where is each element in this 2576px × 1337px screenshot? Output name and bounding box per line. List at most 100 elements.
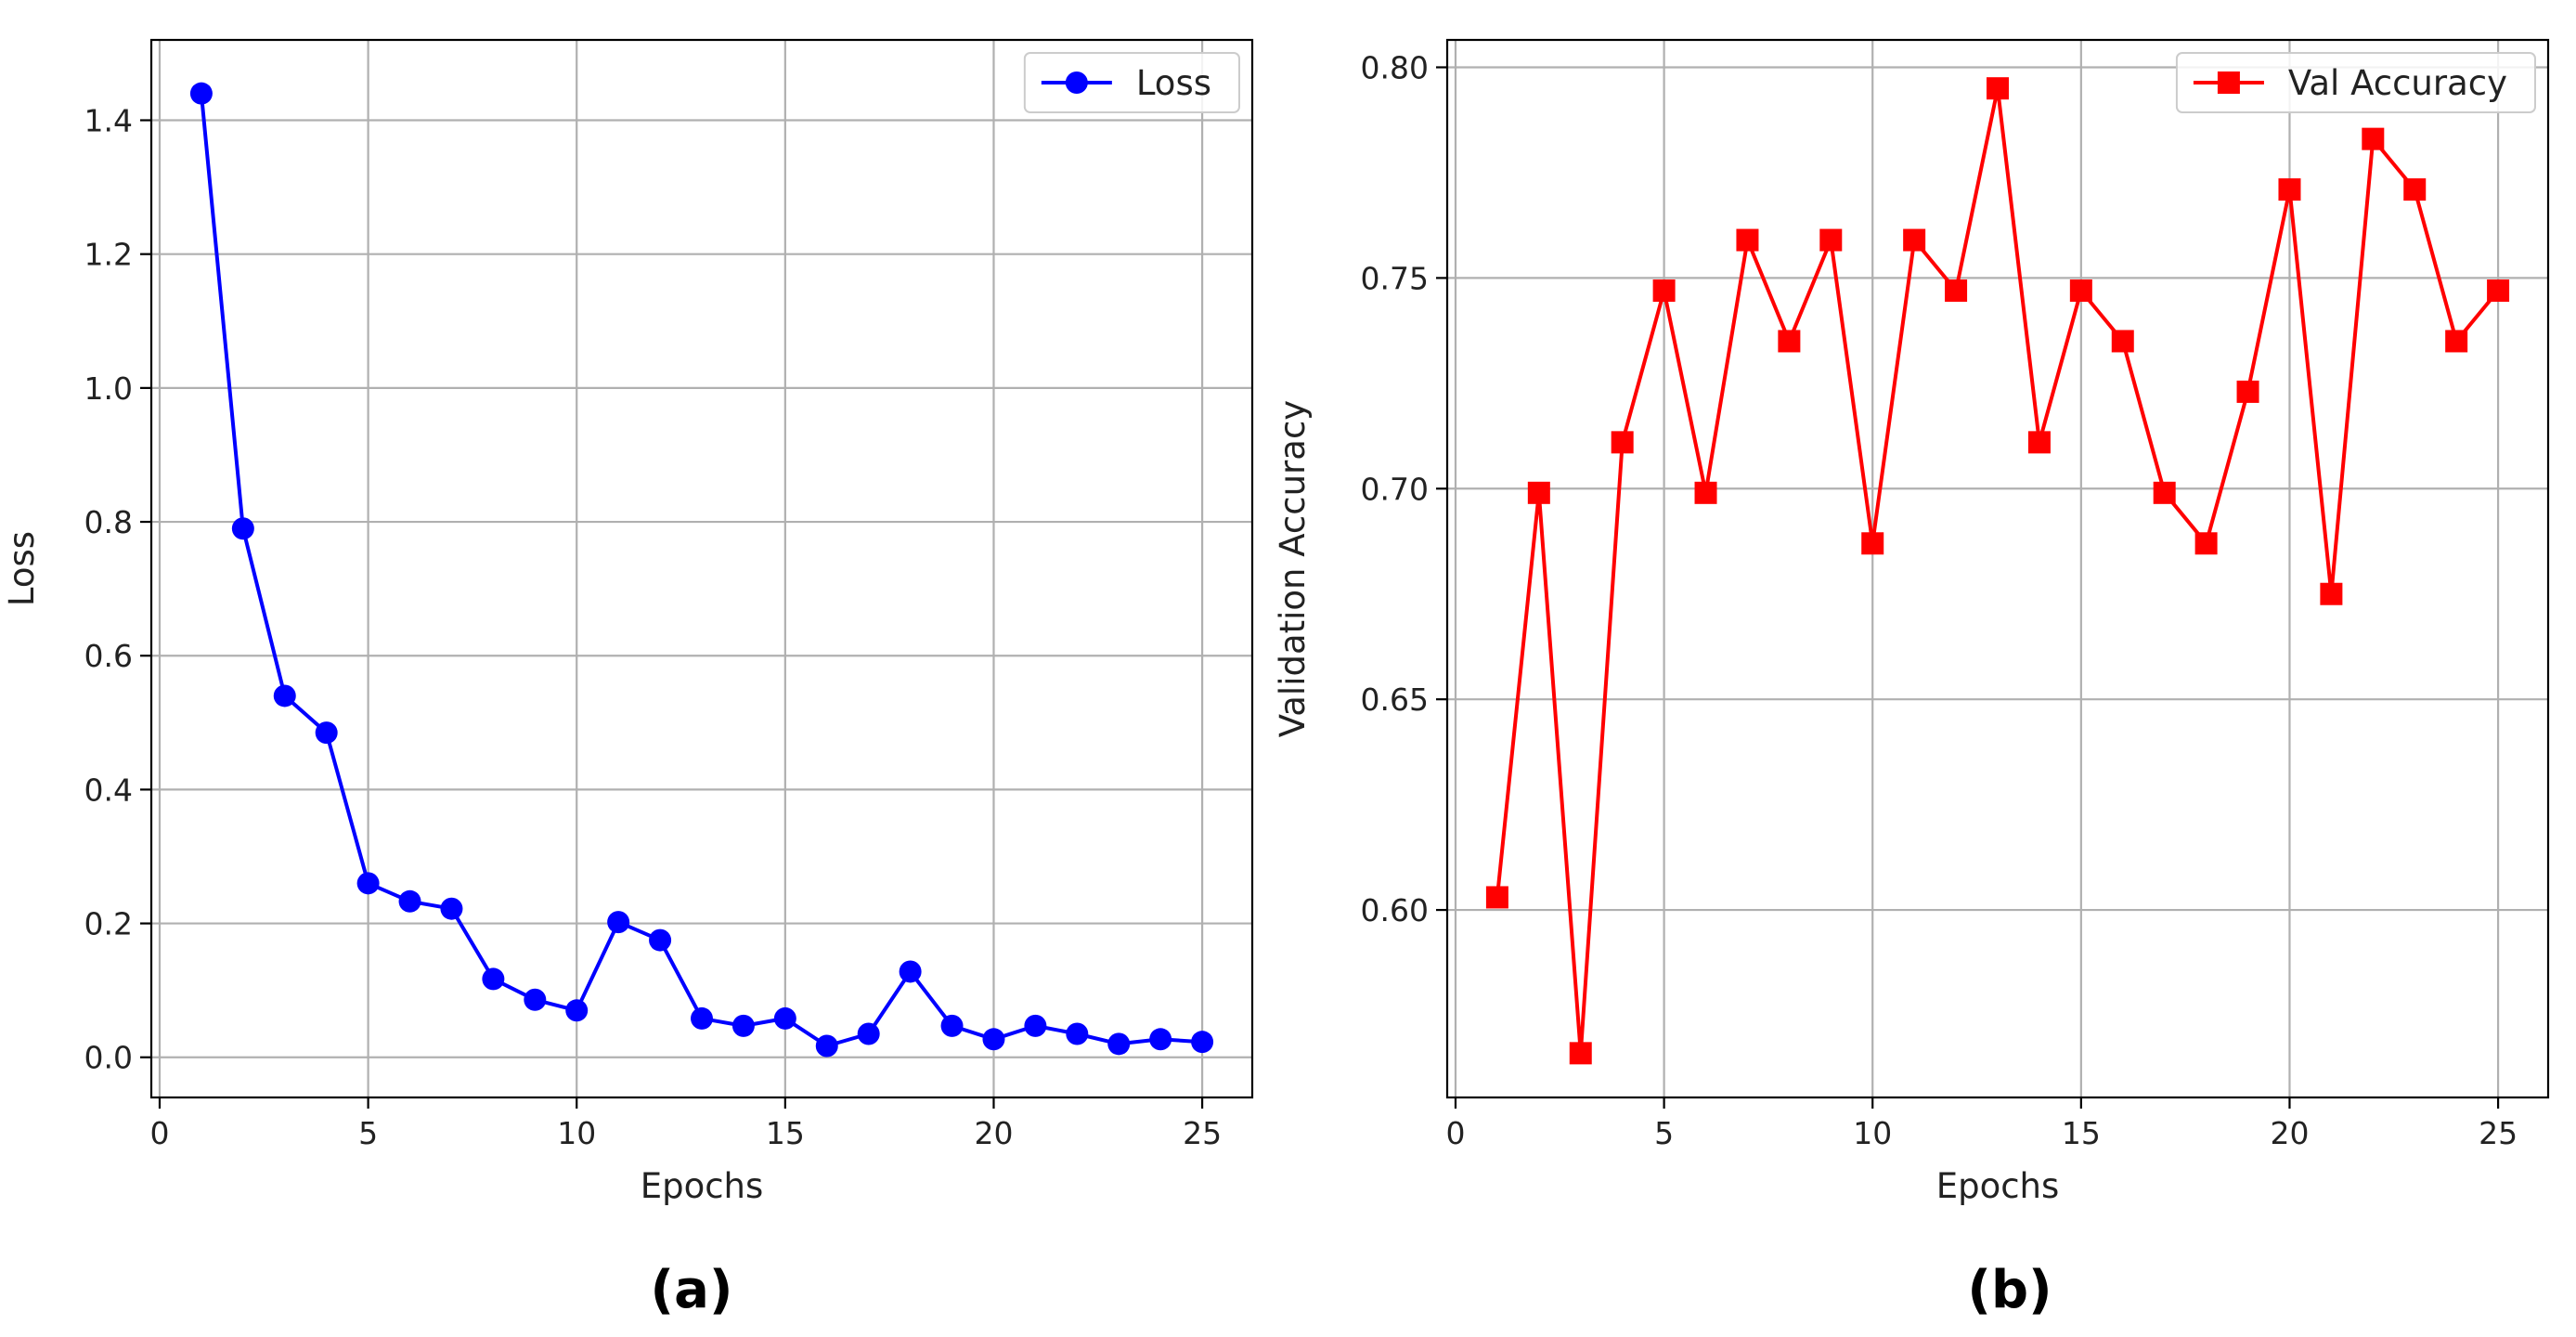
val-accuracy-x-axis: 0 5 10 15 20 25 [1445,1097,2518,1151]
loss-data-point [231,517,254,540]
loss-y-axis: 0.0 0.2 0.4 0.6 0.8 1.0 1.2 1.4 [84,103,151,1076]
loss-data-point [440,897,463,920]
loss-legend-marker-shape [1065,71,1088,94]
loss-data-point [691,1006,713,1030]
loss-y-tick-label: 0.8 [84,504,133,540]
val-accuracy-grid [1447,40,2548,1097]
val-accuracy-y-axis: 0.60 0.65 0.70 0.75 0.80 [1361,49,1447,928]
val-accuracy-data-point [1652,279,1676,303]
loss-plot-frame [149,38,1254,1099]
loss-data-point [982,1028,1005,1051]
loss-y-tick-label: 0.2 [84,906,133,942]
loss-data-point [731,1014,755,1037]
val-accuracy-data-point [1485,886,1508,909]
loss-series [189,82,1214,1058]
panel-label-b: (b) [1967,1260,2052,1320]
loss-data-point [398,889,421,913]
loss-data-point [1149,1028,1172,1051]
val-accuracy-data-point [2027,431,2051,454]
loss-data-point [482,967,505,991]
loss-data-point [315,721,338,745]
loss-data-point [773,1006,796,1030]
val-accuracy-data-point [2362,127,2385,150]
val-accuracy-y-tick-label: 0.65 [1361,681,1429,718]
val-accuracy-data-point [1945,279,1968,303]
val-accuracy-y-tick-label: 0.75 [1361,260,1429,296]
val-accuracy-data-point [1903,228,1926,252]
val-accuracy-data-point [1736,228,1759,252]
val-accuracy-data-point [2069,279,2092,303]
loss-data-point [189,82,213,105]
val-accuracy-y-tick-label: 0.80 [1361,49,1429,85]
val-accuracy-legend: Val Accuracy [2175,52,2536,113]
val-accuracy-x-tick-label: 20 [2270,1115,2309,1151]
loss-legend-marker [1065,71,1088,94]
val-accuracy-legend-marker-shape [2217,71,2240,94]
loss-data-point [356,872,380,895]
loss-legend-box [1023,52,1240,113]
val-accuracy-data-point [2487,279,2510,303]
loss-grid [151,40,1252,1097]
loss-y-tick-label: 1.2 [84,237,133,273]
loss-x-tick-label: 0 [149,1115,169,1151]
val-accuracy-chart-panel: 0 5 10 15 20 25 0.60 0.65 0.70 0.75 0.80 Epochs V… [1273,38,2550,1320]
loss-y-tick-label: 1.0 [84,370,133,407]
val-accuracy-data-point [2320,582,2343,605]
val-accuracy-data-point [2278,178,2301,201]
loss-chart-panel: 0 5 10 15 20 25 0.0 0.2 0.4 0.6 0.8 1.0 1.2 1.4 Epoc… [2,38,1254,1320]
loss-data-point [524,988,547,1011]
val-accuracy-y-tick-label: 0.70 [1361,471,1429,507]
val-accuracy-data-point [1694,481,1717,504]
val-accuracy-legend-marker [2217,71,2240,94]
loss-y-tick-label: 1.4 [84,103,133,139]
val-accuracy-x-tick-label: 5 [1654,1115,1674,1151]
loss-y-tick-label: 0.6 [84,638,133,674]
loss-data-point [857,1022,880,1045]
val-accuracy-plot-frame [1445,38,2550,1099]
loss-x-tick-label: 10 [557,1115,596,1151]
loss-x-tick-label: 5 [358,1115,378,1151]
val-accuracy-data-point [1527,481,1550,504]
loss-y-tick-label: 0.0 [84,1040,133,1076]
loss-data-point [565,999,589,1022]
loss-y-tick-label: 0.4 [84,772,133,808]
val-accuracy-x-axis-label: Epochs [1936,1166,2060,1206]
loss-data-point [1107,1032,1131,1056]
loss-legend: Loss [1023,52,1240,113]
loss-data-point [1066,1022,1089,1045]
val-accuracy-y-axis-label: Validation Accuracy [1273,400,1313,737]
val-accuracy-data-point [1819,228,1843,252]
val-accuracy-data-point [2445,330,2468,353]
val-accuracy-y-tick-label: 0.60 [1361,892,1429,928]
loss-x-tick-label: 15 [766,1115,805,1151]
val-accuracy-legend-box [2175,52,2536,113]
val-accuracy-data-point [2236,380,2259,403]
loss-data-point [607,911,630,934]
val-accuracy-data-point [2153,481,2176,504]
val-accuracy-data-point [2111,330,2134,353]
val-accuracy-x-tick-label: 10 [1853,1115,1892,1151]
loss-y-axis-label: Loss [2,531,42,606]
loss-data-point [940,1014,964,1037]
loss-data-point [1191,1031,1214,1054]
val-accuracy-data-point [1569,1042,1592,1065]
loss-x-tick-label: 25 [1183,1115,1222,1151]
val-accuracy-series [1485,77,2510,1065]
val-accuracy-data-point [1861,532,1884,555]
loss-x-tick-label: 20 [974,1115,1013,1151]
val-accuracy-data-point [2194,532,2218,555]
panel-label-a: (a) [651,1260,733,1320]
loss-data-point [1024,1014,1047,1037]
loss-data-point [273,684,296,707]
val-accuracy-data-point [1611,431,1634,454]
val-accuracy-x-tick-label: 0 [1445,1115,1465,1151]
val-accuracy-data-point [1778,330,1801,353]
val-accuracy-data-point [1987,77,2009,100]
val-accuracy-data-point [2403,178,2427,201]
loss-data-point [815,1034,838,1058]
val-accuracy-legend-label: Val Accuracy [2288,63,2507,103]
val-accuracy-x-tick-label: 15 [2062,1115,2101,1151]
loss-data-point [899,960,922,983]
loss-x-axis-label: Epochs [641,1166,764,1206]
